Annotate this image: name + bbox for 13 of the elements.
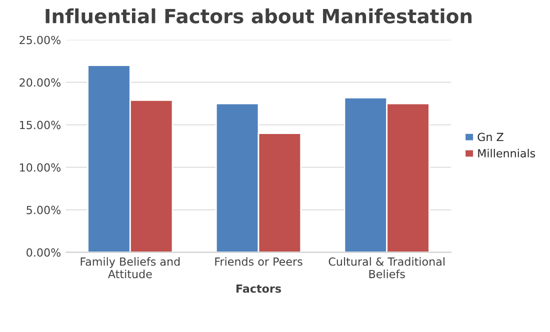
legend-label: Millennials: [478, 148, 536, 158]
y-tick-label: 5.00%: [26, 206, 61, 214]
x-tick-label: Family Beliefs and Attitude: [80, 257, 180, 278]
y-tick-label: 20.00%: [20, 78, 61, 87]
y-tick-label: 0.00%: [26, 248, 61, 257]
x-tick-label: Cultural & Traditional Beliefs: [328, 257, 444, 278]
legend-label: Gn Z: [478, 132, 504, 142]
y-tick-label: 25.00%: [20, 36, 61, 44]
x-tick-label: Friends or Peers: [215, 257, 302, 266]
y-tick-label: 15.00%: [20, 120, 61, 130]
x-axis-title: Factors: [236, 284, 282, 293]
chart-title: Influential Factors about Manifestation: [46, 8, 472, 24]
y-tick-label: 10.00%: [20, 163, 61, 172]
